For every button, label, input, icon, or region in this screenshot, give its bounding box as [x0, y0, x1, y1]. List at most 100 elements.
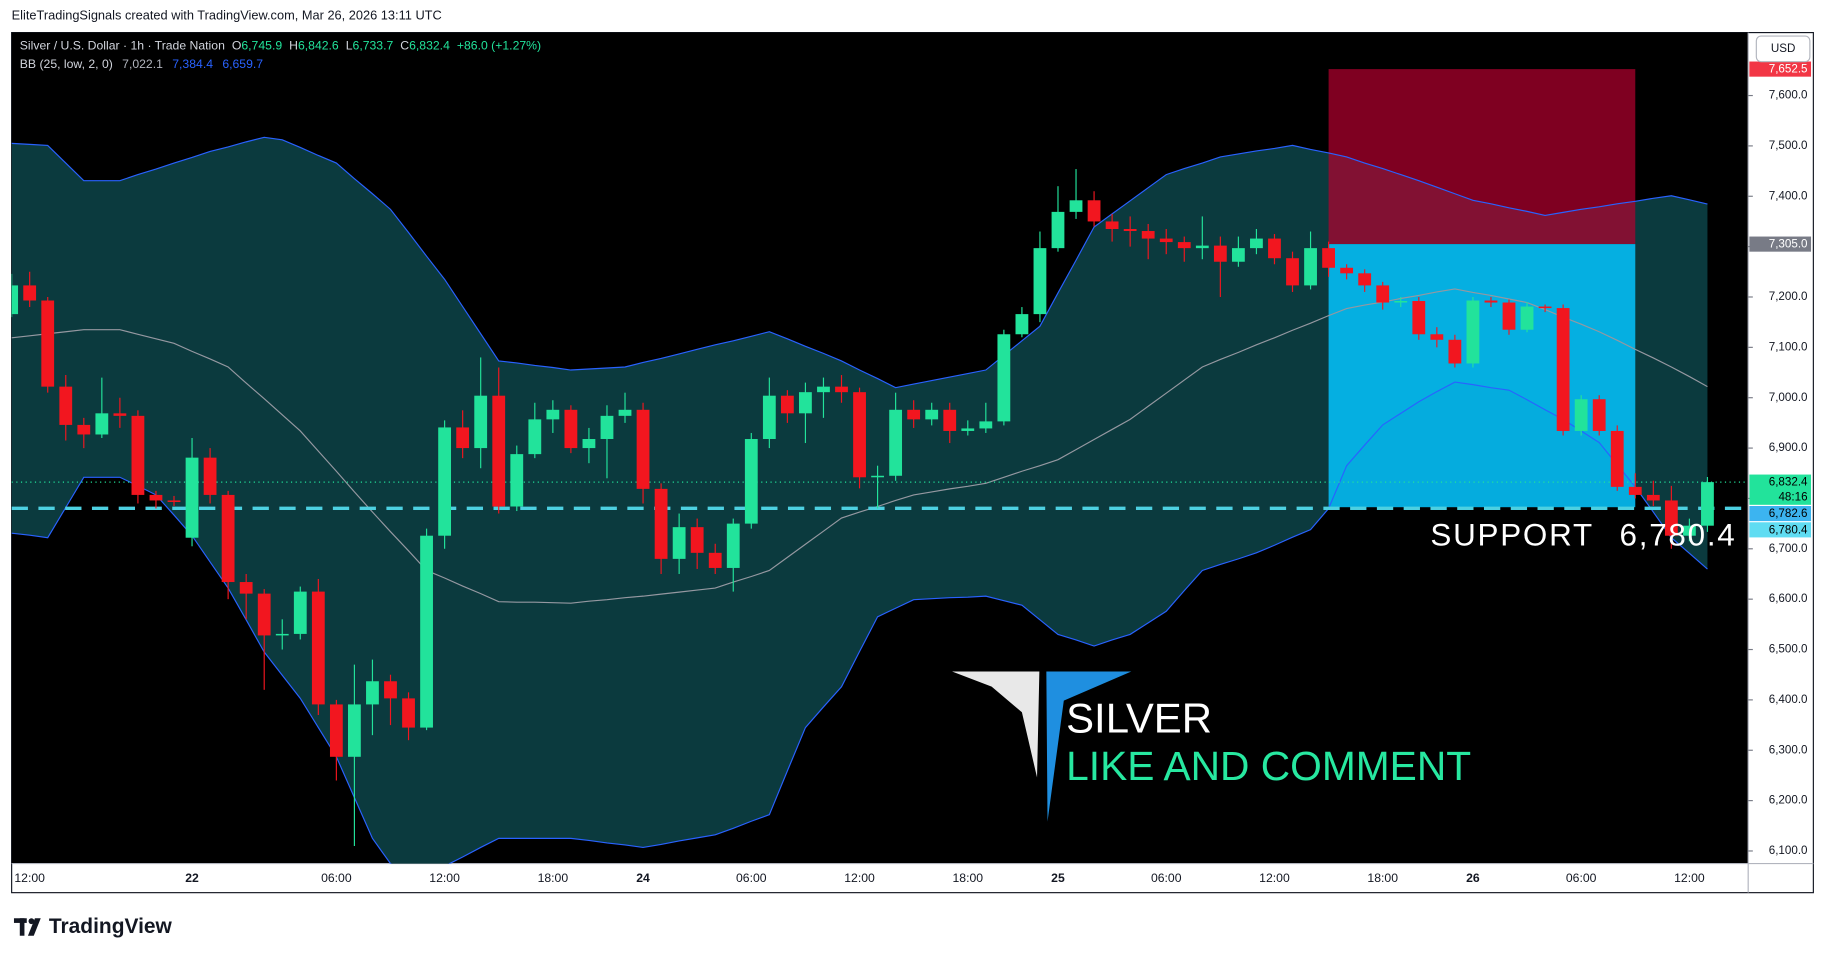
candle-body: [1322, 248, 1335, 268]
candle-body: [871, 475, 884, 478]
candle-body: [925, 409, 939, 420]
price-label-box: [1749, 236, 1812, 252]
currency[interactable]: USD: [1771, 42, 1796, 55]
target-zone: [1328, 244, 1636, 508]
support-word: SUPPORT: [1430, 518, 1593, 553]
candle-body: [456, 427, 470, 449]
candle-body: [744, 439, 758, 524]
indicator-legend: BB (25, low, 2, 0) 7,022.1 7,384.4 6,659.7: [20, 57, 264, 71]
candle-body: [853, 392, 866, 478]
x-tick-label: 22: [185, 871, 199, 885]
ohlc-value: 6,832.4: [409, 39, 450, 53]
author-line: EliteTradingSignals created with Trading…: [12, 8, 442, 23]
axes: 6,100.0 6,200.0 6,300.0 6,400.0 6,500.0 6,600…: [14, 61, 1812, 885]
candle-body: [528, 419, 542, 455]
candle-body: [203, 457, 217, 495]
candle-body: [1646, 494, 1660, 501]
candle-body: [1628, 486, 1642, 495]
x-tick-label: 12:00: [1259, 871, 1290, 885]
price-label: 6,832.4: [1769, 476, 1808, 489]
candle-body: [77, 424, 91, 435]
x-tick-label: 24: [636, 871, 650, 885]
candle-body: [311, 591, 325, 705]
candle-body: [221, 494, 235, 583]
candle-body: [582, 439, 596, 449]
y-tick-label: 6,900.0: [1769, 441, 1808, 454]
candle-body: [564, 409, 578, 449]
candle-body: [1610, 430, 1624, 487]
candle-body: [1033, 248, 1047, 315]
y-tick-label: 7,600.0: [1769, 89, 1808, 102]
brand-logo: [13, 918, 41, 936]
plot-area: [11, 69, 1749, 864]
watermark-logo: [952, 671, 1132, 822]
candle-body: [1430, 334, 1444, 340]
logo-blue: [1046, 671, 1132, 822]
candle-body: [1484, 300, 1498, 303]
ohlc-prefix: C: [400, 39, 409, 53]
price-label-box: [1749, 505, 1812, 522]
candle-body: [708, 552, 722, 568]
candle-body: [95, 413, 109, 435]
x-tick-label: 12:00: [429, 871, 460, 885]
candle-body: [600, 415, 614, 440]
y-tick-label: 6,200.0: [1769, 794, 1808, 807]
x-tick-label: 06:00: [1566, 871, 1597, 885]
candle-body: [1087, 200, 1101, 222]
band-line: [11, 288, 1708, 604]
x-tick-label: 25: [1051, 871, 1065, 885]
candle-body: [113, 413, 127, 416]
candle-body: [672, 527, 686, 559]
price-label-box: [1749, 474, 1812, 505]
watermark-title: SILVER: [1066, 695, 1212, 742]
candle-body: [690, 527, 704, 553]
candle-body: [1412, 301, 1426, 335]
candle-body: [979, 421, 993, 429]
candle-body: [1701, 482, 1714, 526]
y-tick-label: 6,300.0: [1769, 743, 1808, 756]
candle-body: [1664, 500, 1678, 536]
candle-body: [1123, 229, 1137, 232]
candle-body: [961, 428, 975, 431]
support-annotation: SUPPORT 6,780.4: [1430, 518, 1736, 553]
ohlc-value: 6,842.6: [298, 39, 339, 53]
candle-body: [257, 593, 271, 636]
candle-body: [329, 704, 343, 757]
candle-body: [1213, 245, 1227, 262]
candle-body: [1304, 248, 1317, 286]
indicator-name: BB (25, low, 2, 0): [20, 57, 113, 71]
candle-body: [1448, 339, 1462, 364]
countdown: 48:16: [1778, 490, 1807, 503]
candle-body: [474, 395, 488, 449]
candle-body: [420, 535, 433, 728]
candle-body: [23, 285, 37, 301]
band-line: [11, 136, 1708, 389]
candle-body: [907, 409, 921, 420]
candle-body: [275, 633, 289, 636]
candle-body: [366, 681, 379, 705]
candle-body: [1015, 314, 1029, 335]
ohlc-value: 6,733.7: [353, 39, 394, 53]
brand-logo-stem: [19, 918, 25, 936]
x-tick-label: 26: [1466, 871, 1480, 885]
x-tick-label: 12:00: [1674, 871, 1705, 885]
support-value: 6,780.4: [1620, 518, 1737, 553]
currency-box[interactable]: [1755, 35, 1811, 63]
brand-name[interactable]: TradingView: [49, 915, 173, 938]
stop-zone: [1328, 69, 1636, 245]
candle-body: [185, 457, 199, 538]
y-tick-label: 7,500.0: [1769, 139, 1808, 152]
candle-body: [1340, 267, 1354, 274]
candle-body: [1105, 221, 1119, 230]
y-tick-label: 6,600.0: [1769, 592, 1808, 605]
candle-body: [726, 523, 740, 568]
candle-body: [1520, 306, 1534, 330]
ohlc-value: 6,745.9: [241, 39, 282, 53]
candle-body: [1592, 399, 1606, 431]
ohlc-prefix: O: [232, 39, 242, 53]
indicator-value: 7,384.4: [172, 57, 213, 71]
change: +86.0 (+1.27%): [457, 39, 541, 53]
candle-body: [1231, 248, 1245, 262]
candle-body: [1177, 242, 1191, 249]
